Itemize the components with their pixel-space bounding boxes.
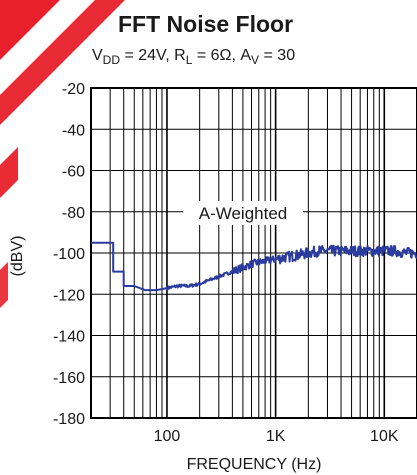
y-tick-label: -120 <box>53 287 85 304</box>
annotation-label: A-Weighted <box>199 204 288 223</box>
x-axis-label: FREQUENCY (Hz) <box>187 456 322 473</box>
x-tick-label: 10K <box>370 428 399 445</box>
y-axis-label: (dBV) <box>9 236 26 277</box>
watermark <box>0 0 125 308</box>
y-tick-label: -60 <box>62 164 85 181</box>
grid <box>90 87 417 419</box>
x-tick-label: 100 <box>154 428 181 445</box>
y-tick-labels: -20 -40 -60 -80 -100 -120 -140 -160 -180 <box>53 81 85 428</box>
x-tick-labels: 100 1K 10K <box>154 428 399 445</box>
y-tick-label: -140 <box>53 329 85 346</box>
x-tick-label: 1K <box>266 428 286 445</box>
y-tick-label: -180 <box>53 411 85 428</box>
chart-title: FFT Noise Floor <box>118 11 293 37</box>
y-tick-label: -20 <box>62 81 85 98</box>
series-line-0 <box>91 241 417 292</box>
series-layer <box>91 241 417 292</box>
y-tick-label: -100 <box>53 246 85 263</box>
y-tick-label: -40 <box>62 122 85 139</box>
y-tick-label: -160 <box>53 370 85 387</box>
plot-border <box>90 87 417 419</box>
chart-subtitle: VDD = 24V, RL = 6Ω, AV = 30 <box>92 47 295 67</box>
annotation: A-Weighted <box>183 201 303 225</box>
y-tick-label: -80 <box>62 205 85 222</box>
